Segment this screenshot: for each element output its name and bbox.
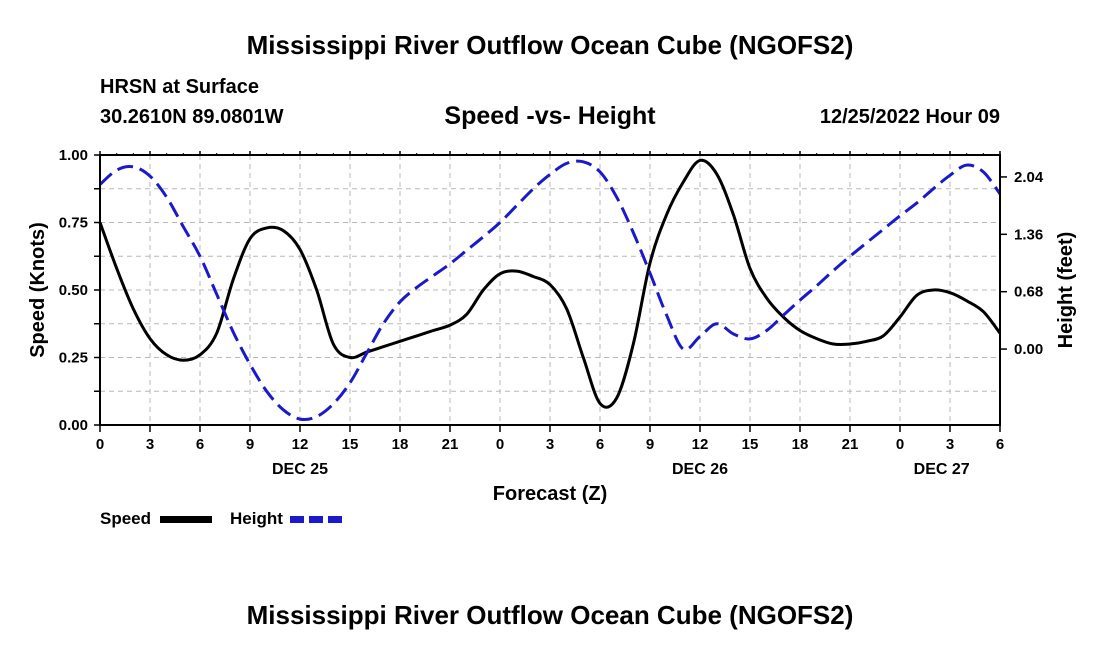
y-tick-label: 0.00 [59, 417, 88, 434]
x-tick-label: 0 [496, 436, 504, 453]
x-tick-label: 21 [842, 436, 859, 453]
forecast-datetime: 12/25/2022 Hour 09 [819, 106, 1000, 128]
x-tick-label: 0 [96, 436, 104, 453]
legend-speed-label: Speed [100, 509, 152, 528]
x-day-label: DEC 27 [914, 461, 970, 478]
y-tick-label: 0.50 [59, 282, 88, 299]
legend-height-label: Height [230, 509, 283, 528]
y2-tick-label: 0.68 [1014, 284, 1043, 301]
speed-height-chart: 0 3 6 9 12 15 18 21 0 3 6 9 12 15 18 21 0 3 6 DEC 25 DEC 26 D… [27, 147, 1077, 505]
y2-tick-label: 1.36 [1014, 226, 1043, 243]
y2-axis-label: Height (feet) [1055, 232, 1077, 349]
bottom-title: Mississippi River Outflow Ocean Cube (NG… [246, 600, 854, 630]
station-name: HRSN at Surface [100, 76, 259, 98]
chart-subtitle: Speed -vs- Height [444, 102, 656, 130]
x-tick-label: 18 [392, 436, 409, 453]
y2-tick-label: 2.04 [1014, 169, 1044, 186]
x-tick-label: 9 [646, 436, 654, 453]
axes: 0 3 6 9 12 15 18 21 0 3 6 9 12 15 18 21 0 3 6 DEC 25 DEC 26 D… [59, 147, 1044, 478]
x-tick-label: 15 [742, 436, 759, 453]
series-lines [98, 158, 1002, 422]
x-tick-label: 3 [946, 436, 954, 453]
legend-height-swatch [290, 516, 342, 523]
x-tick-label: 18 [792, 436, 809, 453]
x-tick-label: 12 [692, 436, 709, 453]
grid-lines [100, 155, 1000, 425]
x-tick-label: 6 [596, 436, 604, 453]
legend-speed-swatch [160, 516, 212, 523]
y-tick-label: 0.75 [59, 215, 88, 232]
x-tick-label: 3 [546, 436, 554, 453]
y2-tick-label: 0.00 [1014, 341, 1043, 358]
x-tick-label: 3 [146, 436, 154, 453]
x-tick-label: 9 [246, 436, 254, 453]
x-tick-label: 12 [292, 436, 309, 453]
x-tick-label: 6 [996, 436, 1004, 453]
y-tick-label: 0.25 [59, 350, 88, 367]
x-tick-label: 21 [442, 436, 459, 453]
x-day-label: DEC 26 [672, 461, 728, 478]
y-axis-label: Speed (Knots) [27, 222, 49, 358]
x-day-label: DEC 25 [272, 461, 328, 478]
series-speed-line [98, 158, 1002, 409]
x-tick-label: 0 [896, 436, 904, 453]
x-tick-label: 15 [342, 436, 359, 453]
chart-main-title: Mississippi River Outflow Ocean Cube (NG… [246, 30, 854, 60]
station-coordinates: 30.2610N 89.0801W [100, 106, 284, 128]
x-axis-label: Forecast (Z) [493, 483, 607, 505]
x-tick-label: 6 [196, 436, 204, 453]
y-tick-label: 1.00 [59, 147, 88, 164]
